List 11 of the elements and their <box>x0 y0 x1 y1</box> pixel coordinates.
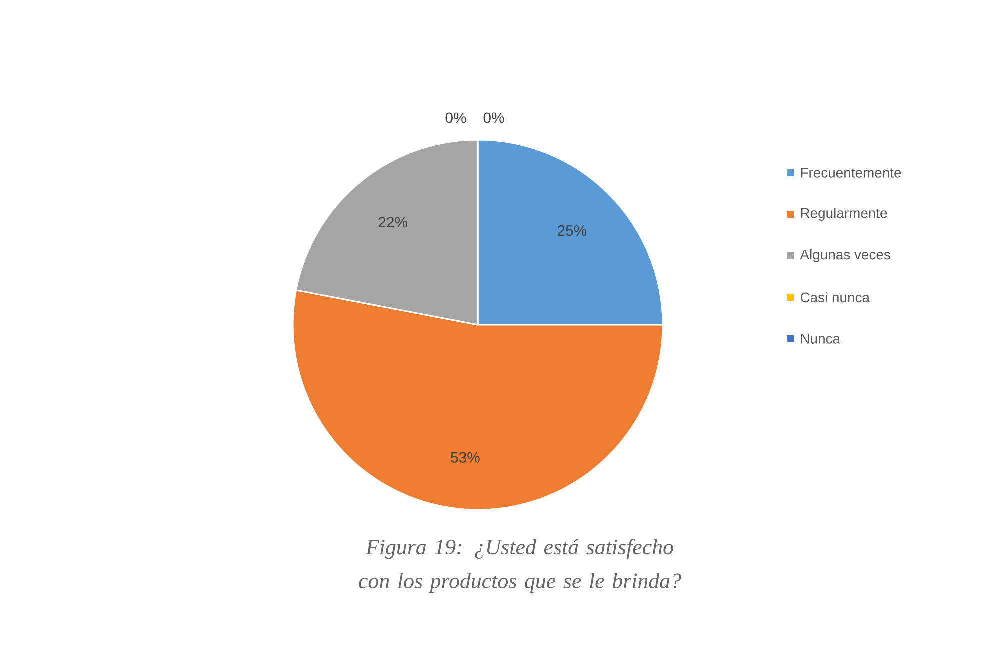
legend-label: Algunas veces <box>800 249 890 262</box>
legend-label: Regularmente <box>801 208 888 221</box>
data-label: 22% <box>378 217 408 228</box>
legend-label: Nunca <box>801 334 841 344</box>
text: 0% <box>446 112 466 124</box>
legend-label: Frecuentemente <box>801 168 902 178</box>
text: Figura 19: ¿Usted está satisfecho con los productos que se le brinda? <box>359 539 682 593</box>
data-label: 25% <box>558 226 587 236</box>
data-label: 53% <box>451 452 480 463</box>
legend-label: Casi nunca <box>800 292 870 303</box>
text: 0% <box>484 112 504 124</box>
